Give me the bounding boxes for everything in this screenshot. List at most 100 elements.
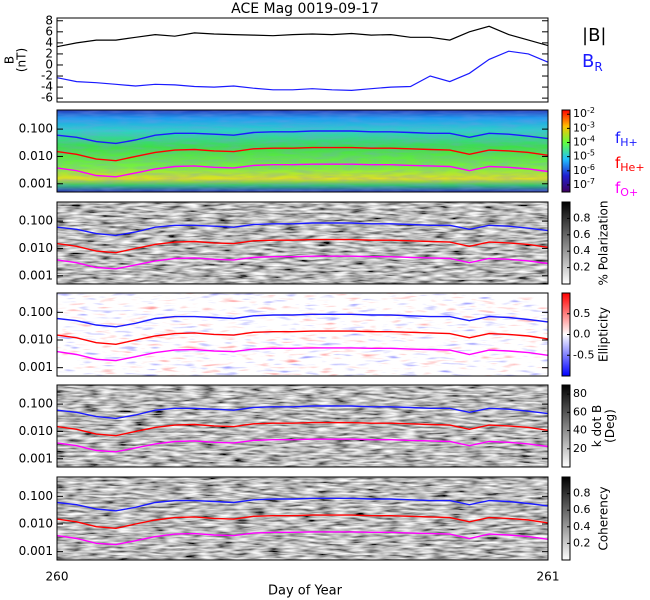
plot-frame	[56, 109, 549, 193]
y-tick-label: 8	[45, 13, 53, 27]
colorbar-tick-text: 80	[573, 387, 587, 400]
colorbar-tick-text: 40	[573, 424, 587, 437]
y-tick-label: 6	[45, 24, 53, 38]
colorbar	[561, 384, 571, 468]
legend-entry: fHe+	[615, 154, 645, 175]
frequency-line	[57, 531, 548, 546]
colorbar	[561, 201, 571, 285]
colorbar-tick-text: 60	[573, 405, 587, 418]
legend-entry: fO+	[615, 179, 638, 200]
y-tick-label: 2	[45, 46, 53, 60]
y-tick-label: 0.001	[19, 360, 53, 374]
colorbar-tick-exponent: -7	[587, 176, 595, 185]
colorbar-label: Coherency	[597, 486, 611, 550]
colorbar-tick-label: 0.0	[573, 328, 591, 341]
colorbar-tick-text: 0.2	[573, 261, 591, 274]
plot-frame	[56, 476, 549, 561]
y-tick-label: -4	[41, 80, 53, 94]
colorbar-tick-text: 10	[573, 150, 587, 163]
y-tick-label: -6	[41, 91, 53, 105]
legend-name: f	[615, 129, 621, 147]
frequency-line	[57, 222, 548, 237]
y-tick-label: 0.100	[19, 305, 53, 319]
frequency-line	[57, 255, 548, 270]
colorbar-label: Ellipticity	[597, 307, 611, 362]
legend-subscript: H+	[620, 136, 638, 149]
colorbar-tick-label: 0.5	[573, 307, 591, 320]
plot-frame	[56, 201, 549, 285]
colorbar-tick-label: 0.2	[573, 261, 591, 274]
y-axis-label: (nT)	[15, 48, 29, 72]
y-tick-label: 0	[45, 57, 53, 71]
y-tick-label: 0.100	[19, 397, 53, 411]
plot-frame	[56, 17, 549, 103]
colorbar-tick-text: 10	[573, 164, 587, 177]
x-tick-label: 260	[46, 570, 69, 584]
y-tick-label: 0.001	[19, 268, 53, 282]
y-axis-label: B	[3, 56, 17, 64]
colorbar-tick-text: 20	[573, 442, 587, 455]
colorbar-tick-exponent: -6	[587, 162, 595, 171]
colorbar-tick-exponent: -2	[587, 106, 595, 115]
colorbar-tick-text: 0.6	[573, 228, 591, 241]
colorbar-tick-label: 10-3	[573, 120, 595, 135]
y-tick-label: 0.010	[19, 333, 53, 347]
colorbar-tick-label: 0.8	[573, 487, 591, 500]
frequency-line	[57, 497, 548, 512]
colorbar	[561, 109, 571, 193]
spectrogram-bg	[57, 202, 548, 284]
colorbar-tick-label: 0.4	[573, 520, 591, 533]
colorbar-tick-text: 10	[573, 121, 587, 134]
y-tick-label: -2	[41, 69, 53, 83]
colorbar-tick-label: 80	[573, 387, 587, 400]
colorbar-tick-label: 10-7	[573, 176, 595, 191]
spectrogram-bg	[57, 385, 548, 467]
legend-name: |B|	[582, 25, 606, 46]
frequency-line	[57, 238, 548, 254]
frequency-line	[57, 130, 548, 145]
colorbar	[561, 476, 571, 561]
colorbar-tick-label: 0.2	[573, 536, 591, 549]
colorbar-tick-text: 0.4	[573, 244, 591, 257]
y-tick-label: 0.001	[19, 451, 53, 465]
colorbar-tick-text: 0.6	[573, 503, 591, 516]
y-tick-label: 0.100	[19, 122, 53, 136]
colorbar-tick-label: 0.4	[573, 244, 591, 257]
spectrogram-bg	[57, 293, 548, 376]
y-tick-label: 0.001	[19, 544, 53, 558]
legend-name: f	[615, 179, 621, 197]
colorbar-tick-text: 0.5	[573, 307, 591, 320]
frequency-line	[57, 438, 548, 453]
colorbar-tick-label: 60	[573, 405, 587, 418]
y-tick-label: 0.001	[19, 176, 53, 190]
y-tick-label: 0.100	[19, 489, 53, 503]
field-line	[57, 25, 548, 48]
y-tick-label: 0.010	[19, 241, 53, 255]
y-tick-label: 0.010	[19, 424, 53, 438]
frequency-line	[57, 421, 548, 437]
frequency-line	[57, 313, 548, 328]
colorbar-tick-label: 10-5	[573, 148, 595, 163]
frequency-line	[57, 330, 548, 346]
x-tick-label: 261	[537, 570, 560, 584]
legend-entry: BR	[582, 51, 603, 74]
frequency-line	[57, 163, 548, 178]
colorbar-tick-exponent: -4	[587, 134, 595, 143]
colorbar-tick-label: 40	[573, 424, 587, 437]
y-tick-label: 0.100	[19, 214, 53, 228]
frequency-line	[57, 405, 548, 420]
colorbar-tick-text: -0.5	[573, 348, 594, 361]
plot-frame	[56, 292, 549, 377]
colorbar-tick-label: 0.8	[573, 211, 591, 224]
colorbar-tick-text: 0.8	[573, 211, 591, 224]
frequency-line	[57, 514, 548, 530]
legend-entry: fH+	[615, 129, 638, 150]
colorbar-tick-label: 10-4	[573, 134, 595, 149]
colorbar-tick-exponent: -3	[587, 120, 595, 129]
colorbar-tick-text: 0.0	[573, 328, 591, 341]
colorbar-tick-text: 10	[573, 107, 587, 120]
legend-subscript: He+	[620, 161, 644, 174]
colorbar-tick-label: 0.6	[573, 228, 591, 241]
colorbar-label: % Polarization	[597, 201, 611, 286]
colorbar-tick-label: -0.5	[573, 348, 594, 361]
